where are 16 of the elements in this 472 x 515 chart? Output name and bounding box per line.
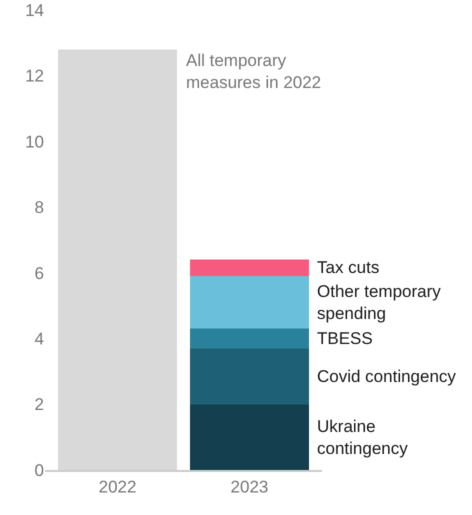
y-tick-label: 0 — [34, 460, 44, 480]
y-tick-label: 6 — [34, 264, 44, 283]
y-tick-label: 8 — [34, 198, 44, 218]
y-tick-label: 10 — [25, 132, 44, 152]
series-label: All temporary measures in 2022 — [186, 51, 322, 92]
y-tick-label: 12 — [25, 66, 44, 86]
series-label: Covid contingency — [317, 367, 456, 386]
y-tick-label: 2 — [34, 395, 44, 414]
series-label: Tax cuts — [317, 258, 380, 277]
series-label: Other temporary spending — [317, 282, 442, 324]
series-label: Ukraine contingency — [317, 417, 408, 458]
series-label: TBESS — [317, 329, 373, 348]
y-tick-label: 14 — [25, 0, 44, 20]
y-tick-label: 4 — [34, 330, 44, 349]
x-tick-label: 2022 — [98, 477, 136, 496]
x-tick-label: 2023 — [230, 477, 268, 496]
